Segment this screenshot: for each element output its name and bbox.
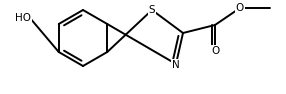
Text: O: O [211, 46, 219, 56]
Text: S: S [149, 5, 155, 15]
Text: N: N [172, 60, 180, 70]
Text: HO: HO [15, 13, 31, 23]
Text: O: O [236, 3, 244, 13]
